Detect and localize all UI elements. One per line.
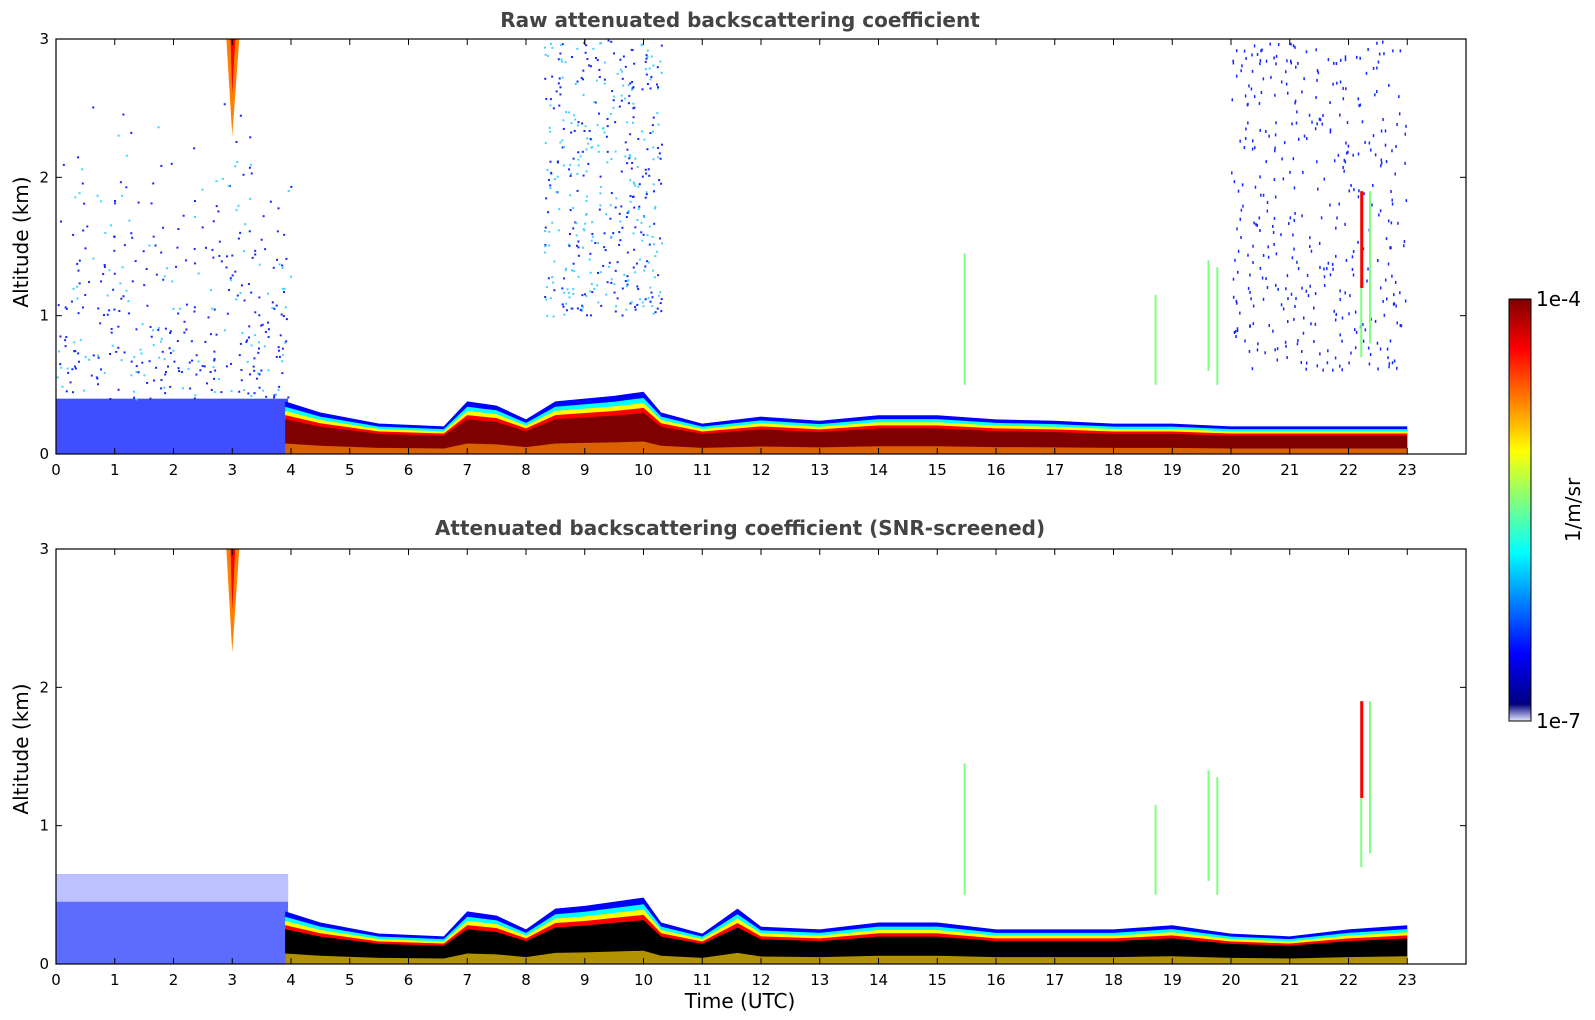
x-tick-label: 16 — [986, 461, 1005, 479]
x-tick-label: 4 — [286, 971, 296, 989]
y-axis-label-screened: Altitude (km) — [9, 683, 33, 814]
x-tick-label: 10 — [634, 461, 653, 479]
x-tick-label: 8 — [521, 971, 531, 989]
x-tick-label: 0 — [51, 971, 61, 989]
x-tick-label: 3 — [227, 461, 237, 479]
x-tick-label: 2 — [169, 971, 179, 989]
x-tick-label: 0 — [51, 461, 61, 479]
x-tick-label: 3 — [227, 971, 237, 989]
x-tick-label: 6 — [404, 461, 414, 479]
x-tick-label: 7 — [462, 971, 472, 989]
heatmap-content — [56, 39, 1466, 454]
x-tick-label: 12 — [751, 461, 770, 479]
x-tick-label: 17 — [1045, 971, 1064, 989]
colorbar-unit-label: 1/m/sr — [1561, 477, 1585, 542]
x-tick-label: 17 — [1045, 461, 1064, 479]
x-tick-label: 13 — [810, 461, 829, 479]
x-tick-label: 21 — [1280, 461, 1299, 479]
x-tick-label: 2 — [169, 461, 179, 479]
x-tick-label: 1 — [110, 461, 120, 479]
x-tick-label: 19 — [1163, 461, 1182, 479]
raw-backscatter-panel: Raw attenuated backscattering coefficien… — [9, 8, 1467, 479]
x-tick-label: 23 — [1398, 971, 1417, 989]
x-tick-label: 6 — [404, 971, 414, 989]
x-tick-label: 1 — [110, 971, 120, 989]
x-axis-label: Time (UTC) — [684, 989, 796, 1013]
colorbar-min-label: 1e-7 — [1536, 709, 1581, 733]
x-tick-label: 21 — [1280, 971, 1299, 989]
x-tick-label: 14 — [869, 461, 888, 479]
x-tick-label: 18 — [1104, 461, 1123, 479]
panel-title-screened: Attenuated backscattering coefficient (S… — [435, 516, 1045, 540]
panel-title-raw: Raw attenuated backscattering coefficien… — [500, 8, 980, 32]
x-tick-label: 11 — [693, 971, 712, 989]
x-tick-label: 9 — [580, 971, 590, 989]
x-tick-label: 11 — [693, 461, 712, 479]
raw-backscatter-plot: 0 1 2 3 4 5 6 7 8 9 10 11 12 13 14 15 16 17 18 19 20 21 22 2301… — [39, 30, 1467, 479]
x-tick-label: 22 — [1339, 461, 1358, 479]
x-tick-label: 20 — [1221, 461, 1240, 479]
x-tick-label: 15 — [928, 461, 947, 479]
y-axis-label-raw: Altitude (km) — [9, 176, 33, 307]
snr-screened-panel: Attenuated backscattering coefficient (S… — [9, 516, 1467, 1013]
colorbar: 1e-4 1e-7 1/m/sr — [1508, 287, 1585, 733]
y-tick-label: 0 — [39, 445, 49, 463]
y-tick-label: 3 — [39, 540, 49, 558]
x-tick-label: 14 — [869, 971, 888, 989]
x-tick-label: 5 — [345, 971, 355, 989]
x-tick-label: 19 — [1163, 971, 1182, 989]
x-tick-label: 16 — [986, 971, 1005, 989]
colorbar-gradient — [1508, 298, 1532, 722]
x-tick-label: 10 — [634, 971, 653, 989]
y-tick-label: 3 — [39, 30, 49, 48]
y-tick-label: 1 — [39, 307, 49, 325]
colorbar-max-label: 1e-4 — [1536, 287, 1581, 311]
snr-screened-plot: 0 1 2 3 4 5 6 7 8 9 10 11 12 13 14 15 16 17 18 19 20 21 22 2301… — [39, 540, 1467, 989]
x-tick-label: 23 — [1398, 461, 1417, 479]
heatmap-content — [56, 549, 1466, 964]
x-tick-label: 5 — [345, 461, 355, 479]
x-tick-label: 4 — [286, 461, 296, 479]
x-tick-label: 13 — [810, 971, 829, 989]
y-tick-label: 1 — [39, 817, 49, 835]
y-tick-label: 2 — [39, 678, 49, 696]
x-tick-label: 12 — [751, 971, 770, 989]
x-tick-label: 9 — [580, 461, 590, 479]
y-tick-label: 2 — [39, 168, 49, 186]
y-tick-label: 0 — [39, 955, 49, 973]
x-tick-label: 8 — [521, 461, 531, 479]
x-tick-label: 15 — [928, 971, 947, 989]
x-tick-label: 18 — [1104, 971, 1123, 989]
x-tick-label: 22 — [1339, 971, 1358, 989]
x-tick-label: 20 — [1221, 971, 1240, 989]
x-tick-label: 7 — [462, 461, 472, 479]
